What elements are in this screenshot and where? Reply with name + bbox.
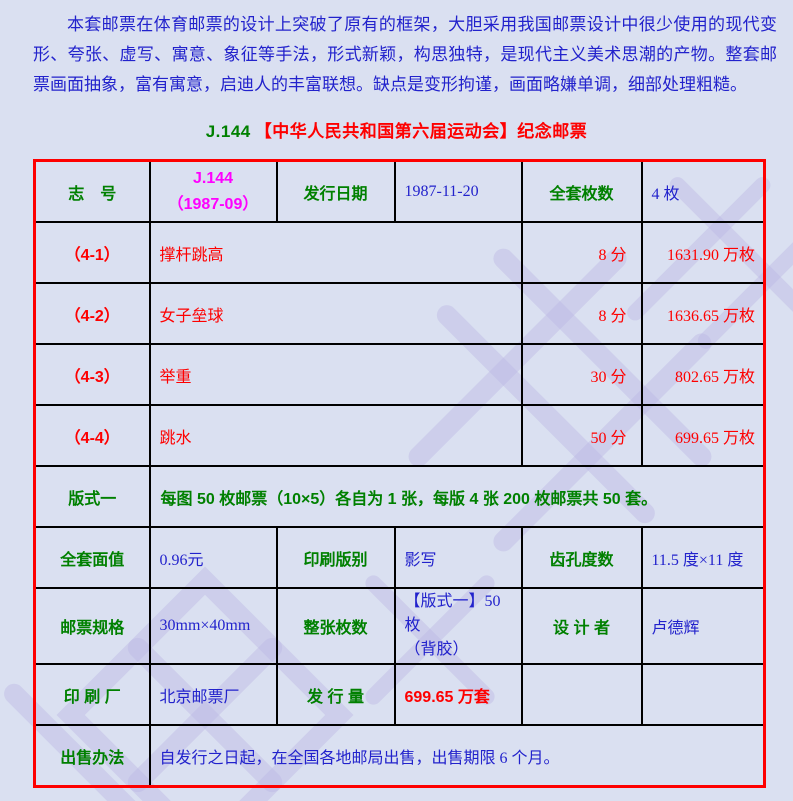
catalog-number-value: J.144 （1987-09）: [148, 159, 278, 223]
stamp-size: 30mm×40mm: [148, 587, 278, 665]
stamp-denomination: 8 分: [520, 221, 643, 284]
set-count-value: 4 枚: [640, 159, 766, 223]
format-description: 每图 50 枚邮票（10×5）各自为 1 张，每版 4 张 200 枚邮票共 5…: [148, 465, 766, 528]
printing-type: 影写: [393, 526, 523, 589]
stamp-name: 跳水: [148, 404, 523, 467]
table-row-header: 志 号 J.144 （1987-09） 发行日期 1987-11-20 全套枚数…: [33, 159, 766, 223]
title-stamp-name: 【中华人民共和国第六届运动会】纪念邮票: [254, 122, 588, 141]
table-row-format: 版式一 每图 50 枚邮票（10×5）各自为 1 张，每版 4 张 200 枚邮…: [33, 465, 766, 528]
issue-date-value: 1987-11-20: [393, 159, 523, 223]
stamp-denomination: 50 分: [520, 404, 643, 467]
title-catalog-number: J.144: [205, 122, 251, 141]
stamp-number: （4-4）: [33, 404, 151, 467]
label-face-value: 全套面值: [33, 526, 151, 589]
label-sheet-count: 整张枚数: [275, 587, 396, 665]
label-perforation: 齿孔度数: [520, 526, 643, 589]
label-catalog-number: 志 号: [33, 159, 151, 223]
face-value: 0.96元: [148, 526, 278, 589]
stamp-quantity: 699.65 万枚: [640, 404, 766, 467]
table-row-printer: 印 刷 厂 北京邮票厂 发 行 量 699.65 万套: [33, 663, 766, 726]
stamp-quantity: 1631.90 万枚: [640, 221, 766, 284]
printer: 北京邮票厂: [148, 663, 278, 726]
table-row-stamp-3: （4-3） 举重 30 分 802.65 万枚: [33, 343, 766, 406]
stamp-denomination: 8 分: [520, 282, 643, 345]
table-row-face-value: 全套面值 0.96元 印刷版别 影写 齿孔度数 11.5 度×11 度: [33, 526, 766, 589]
empty-cell: [520, 663, 643, 726]
designer: 卢德辉: [640, 587, 766, 665]
table-row-size: 邮票规格 30mm×40mm 整张枚数 【版式一】50 枚 （背胶） 设 计 者…: [33, 587, 766, 665]
label-stamp-size: 邮票规格: [33, 587, 151, 665]
sale-method: 自发行之日起，在全国各地邮局出售，出售期限 6 个月。: [148, 724, 766, 788]
table-row-stamp-2: （4-2） 女子垒球 8 分 1636.65 万枚: [33, 282, 766, 345]
stamp-denomination: 30 分: [520, 343, 643, 406]
intro-paragraph: 本套邮票在体育邮票的设计上突破了原有的框架，大胆采用我国邮票设计中很少使用的现代…: [33, 15, 777, 94]
stamp-number: （4-1）: [33, 221, 151, 284]
stamp-info-table: 志 号 J.144 （1987-09） 发行日期 1987-11-20 全套枚数…: [33, 159, 766, 788]
stamp-number: （4-3）: [33, 343, 151, 406]
label-designer: 设 计 者: [520, 587, 643, 665]
empty-cell: [640, 663, 766, 726]
label-printing-type: 印刷版别: [275, 526, 396, 589]
label-circulation: 发 行 量: [275, 663, 396, 726]
label-printer: 印 刷 厂: [33, 663, 151, 726]
sheet-count: 【版式一】50 枚 （背胶）: [393, 587, 523, 665]
label-sale-method: 出售办法: [33, 724, 151, 788]
table-row-stamp-1: （4-1） 撑杆跳高 8 分 1631.90 万枚: [33, 221, 766, 284]
table-row-stamp-4: （4-4） 跳水 50 分 699.65 万枚: [33, 404, 766, 467]
label-format: 版式一: [33, 465, 151, 528]
stamp-quantity: 802.65 万枚: [640, 343, 766, 406]
stamp-name: 女子垒球: [148, 282, 523, 345]
circulation: 699.65 万套: [393, 663, 523, 726]
stamp-name: 举重: [148, 343, 523, 406]
stamp-name: 撑杆跳高: [148, 221, 523, 284]
stamp-number: （4-2）: [33, 282, 151, 345]
perforation: 11.5 度×11 度: [640, 526, 766, 589]
label-set-count: 全套枚数: [520, 159, 643, 223]
table-row-sale-method: 出售办法 自发行之日起，在全国各地邮局出售，出售期限 6 个月。: [33, 724, 766, 788]
label-issue-date: 发行日期: [275, 159, 396, 223]
page-title: J.144 【中华人民共和国第六届运动会】纪念邮票: [0, 117, 793, 142]
stamp-quantity: 1636.65 万枚: [640, 282, 766, 345]
